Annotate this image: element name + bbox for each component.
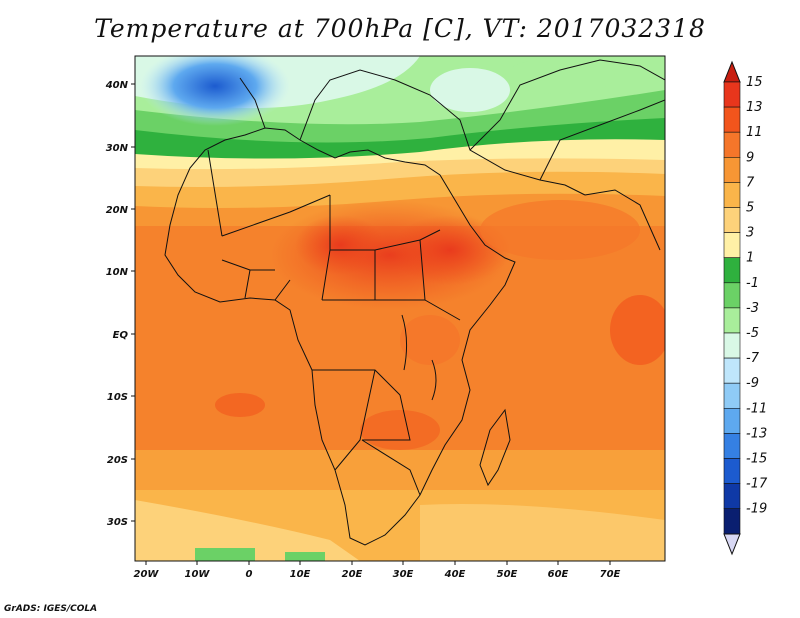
colorbar-segment bbox=[723, 157, 741, 183]
colorbar-segment bbox=[723, 257, 741, 284]
colorbar-segment bbox=[723, 81, 741, 108]
lat-label: 40N bbox=[105, 80, 129, 91]
colorbar-segment bbox=[723, 357, 741, 384]
colorbar-segment bbox=[723, 433, 741, 459]
colorbar-label: 5 bbox=[746, 201, 754, 216]
lon-label: 0 bbox=[246, 569, 253, 580]
colorbar-label: 1 bbox=[746, 251, 754, 266]
country-borders bbox=[164, 59, 665, 546]
colorbar-label: 11 bbox=[746, 125, 763, 140]
lat-label: 30N bbox=[106, 143, 129, 154]
colorbar-labels: 15 13 11 9 7 5 3 1 -1 -3 -5 -7 -9 -11 -13 -15 -17 -19 bbox=[746, 75, 768, 517]
colorbar-segment bbox=[723, 508, 741, 535]
lon-label: 10W bbox=[185, 569, 211, 580]
colorbar-label: 3 bbox=[746, 226, 754, 241]
colorbar-label: 7 bbox=[746, 175, 755, 190]
lon-label: 20W bbox=[134, 569, 160, 580]
colorbar-label: -11 bbox=[746, 401, 767, 416]
lat-label: 20S bbox=[107, 455, 128, 466]
lat-label: 10S bbox=[107, 392, 128, 403]
colorbar-segments bbox=[723, 81, 741, 535]
lat-label: EQ bbox=[113, 330, 129, 341]
colorbar-label: -7 bbox=[746, 351, 760, 366]
colorbar-segment bbox=[723, 182, 741, 208]
grads-credit: GrADS: IGES/COLA bbox=[4, 604, 98, 614]
colorbar-label: -1 bbox=[746, 276, 759, 291]
colorbar-label: -5 bbox=[746, 326, 759, 341]
colorbar-segment bbox=[723, 307, 741, 334]
colorbar-label: -13 bbox=[746, 426, 767, 441]
colorbar-label: 13 bbox=[746, 100, 763, 115]
lon-label: 60E bbox=[548, 569, 569, 580]
lon-label: 40E bbox=[444, 569, 466, 580]
lat-label: 30S bbox=[107, 517, 128, 528]
colorbar-segment bbox=[723, 458, 741, 484]
colorbar-segment bbox=[723, 207, 741, 233]
colorbar-label: -17 bbox=[746, 477, 768, 492]
lat-label: 10N bbox=[106, 267, 129, 278]
colorbar-label: -9 bbox=[746, 376, 759, 391]
colorbar-top-arrow bbox=[723, 60, 741, 83]
colorbar-bottom-arrow bbox=[723, 533, 741, 556]
map-title: Temperature at 700hPa [C], VT: 201703231… bbox=[94, 14, 706, 43]
axis-ticks bbox=[131, 83, 611, 565]
colorbar-segment bbox=[723, 131, 741, 158]
colorbar-segment bbox=[723, 483, 741, 510]
temperature-field bbox=[135, 56, 665, 561]
colorbar-segment bbox=[723, 332, 741, 359]
colorbar-segment bbox=[723, 106, 741, 133]
colorbar-label: -19 bbox=[746, 502, 767, 517]
lat-label: 20N bbox=[106, 205, 129, 216]
lon-label: 20E bbox=[342, 569, 363, 580]
lon-label: 30E bbox=[393, 569, 414, 580]
colorbar-segment bbox=[723, 407, 741, 434]
colorbar-segment bbox=[723, 382, 741, 409]
latitude-labels: 40N 30N 20N 10N EQ 10S 20S 30S bbox=[105, 80, 129, 528]
lon-label: 70E bbox=[600, 569, 621, 580]
colorbar-label: -15 bbox=[746, 452, 767, 467]
colorbar-segment bbox=[723, 282, 741, 309]
lon-label: 10E bbox=[290, 569, 311, 580]
colorbar: 15 13 11 9 7 5 3 1 -1 -3 -5 -7 -9 -11 -13 -15 -17 -19 bbox=[723, 60, 768, 556]
colorbar-segment bbox=[723, 232, 741, 259]
lon-label: 50E bbox=[497, 569, 518, 580]
map-frame bbox=[134, 55, 666, 562]
colorbar-label: -3 bbox=[746, 301, 759, 316]
colorbar-label: 15 bbox=[746, 75, 763, 90]
longitude-labels: 20W 10W 0 10E 20E 30E 40E 50E 60E 70E bbox=[134, 569, 621, 580]
colorbar-label: 9 bbox=[746, 150, 754, 165]
